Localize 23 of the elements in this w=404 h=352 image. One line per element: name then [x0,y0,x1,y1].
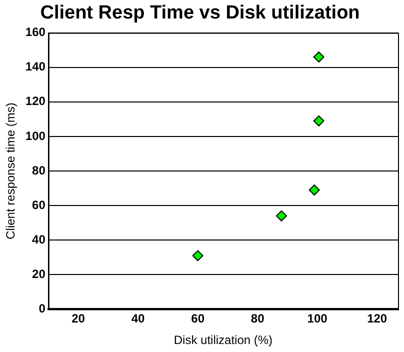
y-tick-label: 40 [32,232,46,246]
x-tick-label: 20 [72,312,86,326]
x-axis-title: Disk utilization (%) [174,333,273,348]
y-tick-label: 100 [25,128,46,143]
y-tick-label: 80 [32,163,46,178]
y-tick-label: 0 [38,302,46,316]
y-tick-label: 140 [25,60,46,74]
point [313,115,324,126]
y-tick-label: 60 [32,198,46,212]
x-tick-label: 120 [367,312,388,326]
x-tick-label: 80 [250,312,265,326]
point [308,184,320,196]
chart-title: Client Resp Time vs Disk utilization [40,2,360,24]
x-tick-label: 40 [131,312,146,326]
y-tick-label: 120 [25,94,46,108]
point [313,51,324,62]
point [276,210,287,222]
point [192,250,204,262]
y-tick-label: 160 [25,25,46,40]
y-axis-title: Client response time (ms) [4,102,18,240]
x-tick-label: 100 [307,312,328,326]
x-tick-label: 60 [191,312,205,326]
y-tick-label: 20 [32,266,46,281]
